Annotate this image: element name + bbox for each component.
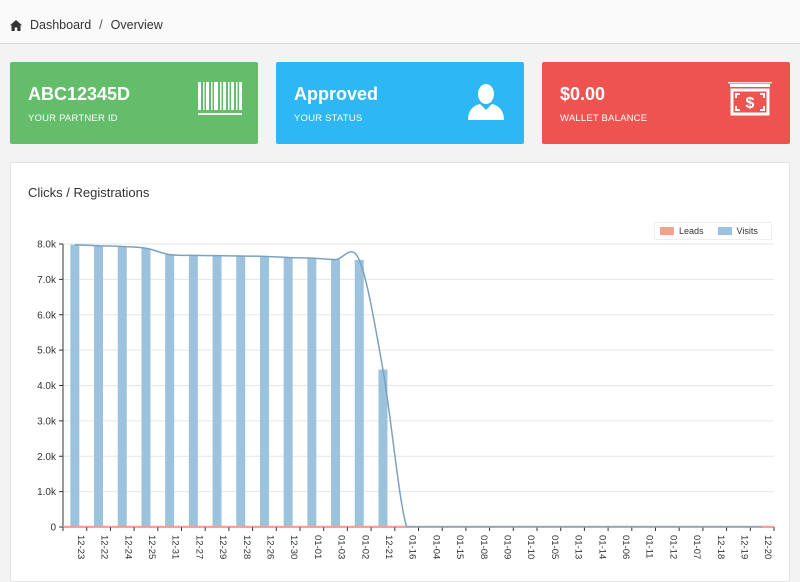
y-tick-label: 3.0k	[37, 416, 57, 427]
y-tick-label: 5.0k	[37, 346, 57, 357]
x-tick-label: 01-03	[336, 535, 347, 559]
visits-bar	[331, 259, 341, 527]
partner-id-label: YOUR PARTNER ID	[28, 113, 118, 124]
x-tick-label: 01-15	[454, 535, 465, 559]
x-tick-label: 12-29	[217, 535, 228, 559]
x-tick-label: 12-18	[715, 535, 726, 559]
visits-bar	[188, 255, 198, 527]
visits-bar	[378, 369, 388, 527]
status-label: YOUR STATUS	[294, 113, 363, 124]
status-card: Approved YOUR STATUS	[276, 62, 524, 144]
x-tick-label: 01-01	[312, 535, 323, 559]
x-tick-label: 01-11	[644, 535, 655, 559]
visits-bar	[307, 258, 317, 527]
x-tick-label: 12-27	[193, 535, 204, 559]
x-tick-label: 12-23	[75, 535, 86, 559]
x-tick-label: 01-06	[620, 535, 631, 559]
x-tick-label: 01-14	[596, 535, 607, 559]
x-tick-label: 01-13	[573, 535, 584, 559]
y-tick-label: 0	[50, 523, 56, 534]
x-tick-label: 01-02	[359, 535, 370, 559]
legend-item-leads[interactable]: Leads	[660, 226, 704, 236]
x-tick-label: 01-12	[667, 535, 678, 559]
visits-bar	[283, 257, 293, 527]
x-tick-label: 01-08	[478, 535, 489, 559]
x-tick-label: 01-09	[501, 535, 512, 559]
wallet-label: WALLET BALANCE	[560, 113, 648, 124]
x-tick-label: 12-25	[146, 535, 157, 559]
x-tick-label: 12-19	[738, 535, 749, 559]
visits-bar	[212, 255, 222, 527]
partner-id-card: ABC12345D YOUR PARTNER ID	[10, 62, 258, 144]
user-icon	[468, 84, 504, 120]
y-tick-label: 6.0k	[37, 310, 57, 321]
x-tick-label: 12-20	[762, 535, 773, 559]
visits-bar	[259, 256, 269, 527]
visits-bar	[70, 244, 80, 527]
partner-id-value: ABC12345D	[28, 84, 131, 104]
y-tick-label: 2.0k	[37, 452, 57, 463]
wallet-card: $0.00 WALLET BALANCE $	[542, 62, 790, 144]
x-tick-label: 01-04	[430, 535, 441, 559]
visits-bar	[236, 256, 246, 527]
breadcrumb: Dashboard / Overview	[10, 18, 163, 32]
breadcrumb-separator: /	[99, 18, 103, 32]
x-tick-label: 01-16	[407, 535, 418, 559]
top-bar: Dashboard / Overview	[0, 0, 800, 44]
x-tick-label: 12-22	[99, 535, 110, 559]
svg-text:$: $	[746, 95, 755, 112]
panel-title: Clicks / Registrations	[28, 185, 150, 200]
home-icon[interactable]	[10, 19, 22, 31]
breadcrumb-current: Overview	[110, 18, 163, 32]
y-tick-label: 7.0k	[37, 275, 57, 286]
visits-bar	[165, 254, 175, 528]
x-tick-label: 01-07	[691, 535, 702, 559]
x-tick-label: 01-05	[549, 535, 560, 559]
money-icon: $	[728, 82, 772, 116]
visits-bar	[141, 248, 151, 527]
visits-bar	[117, 246, 127, 527]
clicks-registrations-chart: 0 1.0k 2.0k 3.0k 4.0k 5.0k 6.0k 7.0k 8.0k 12-23 12…	[37, 240, 775, 559]
x-tick-label: 01-10	[525, 535, 536, 559]
x-tick-label: 12-24	[122, 535, 133, 559]
barcode-icon	[198, 82, 242, 115]
legend-item-visits[interactable]: Visits	[717, 226, 758, 236]
wallet-value: $0.00	[560, 84, 606, 104]
status-value: Approved	[294, 84, 379, 104]
y-tick-label: 8.0k	[37, 240, 57, 251]
x-tick-label: 12-21	[383, 535, 394, 559]
y-tick-label: 4.0k	[37, 381, 57, 392]
legend-visits-label: Visits	[736, 226, 758, 236]
x-tick-label: 12-28	[241, 535, 252, 559]
visits-bar	[354, 259, 364, 527]
visits-swatch	[717, 227, 732, 235]
chart-legend: Leads Visits	[654, 222, 772, 240]
x-tick-label: 12-31	[170, 535, 181, 559]
visits-trend-line	[74, 243, 763, 528]
leads-swatch	[660, 227, 674, 235]
x-tick-label: 12-26	[264, 535, 275, 559]
x-tick-label: 12-30	[288, 535, 299, 559]
legend-leads-label: Leads	[679, 226, 704, 236]
clicks-registrations-panel: Clicks / Registrations 0 1.0k 2.0k 3.0k 4.0k…	[10, 162, 790, 582]
y-tick-label: 1.0k	[37, 487, 57, 498]
visits-bar	[94, 245, 104, 528]
breadcrumb-dashboard-link[interactable]: Dashboard	[30, 18, 92, 32]
